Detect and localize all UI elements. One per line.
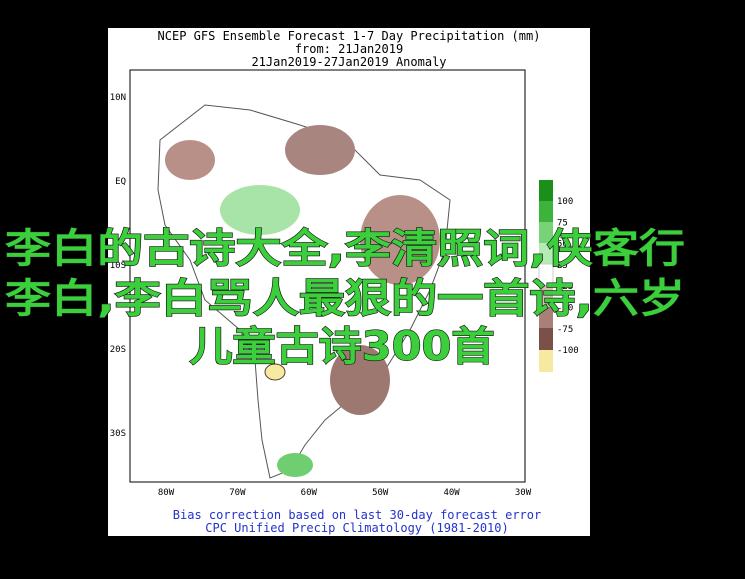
dry-area <box>165 140 215 180</box>
colorbar-label: -50 <box>557 304 573 314</box>
title-line: 21Jan2019-27Jan2019 Anomaly <box>251 55 446 69</box>
colorbar-box <box>539 307 553 328</box>
colorbar-label: -75 <box>557 325 573 335</box>
colorbar-label: 100 <box>557 197 573 207</box>
colorbar-box <box>539 180 553 201</box>
wet-area <box>220 185 300 235</box>
lon-label: 50W <box>372 488 389 498</box>
lon-label: 40W <box>443 488 460 498</box>
lon-label: 60W <box>301 488 318 498</box>
title-line: from: 21Jan2019 <box>295 42 403 56</box>
colorbar-label: 25 <box>557 261 568 271</box>
colorbar-box <box>539 222 553 243</box>
lon-label: 70W <box>229 488 246 498</box>
lat-label: 30S <box>110 429 126 439</box>
lat-label: EQ <box>115 177 126 187</box>
lat-label: 20S <box>110 345 126 355</box>
overlay-text: 儿童古诗300首 <box>190 324 495 370</box>
lon-label: 80W <box>158 488 175 498</box>
colorbar-label: -25 <box>557 282 573 292</box>
colorbar <box>538 180 554 372</box>
colorbar-box <box>539 350 553 372</box>
map-shapes <box>157 104 451 479</box>
overlay-text: 李白,李白骂人最狠的一首诗,六岁 <box>5 276 685 322</box>
colorbar-box <box>539 201 553 222</box>
footer-line: CPC Unified Precip Climatology (1981-201… <box>205 521 508 535</box>
colorbar-label: -100 <box>557 346 579 356</box>
dry-area <box>330 345 390 415</box>
colorbar-label: 50 <box>557 240 568 250</box>
overlay-text: 李白的古诗大全,李清照词,侠客行 <box>5 226 685 272</box>
lon-label: 30W <box>515 488 532 498</box>
lat-label: 10N <box>110 93 126 103</box>
wet-area <box>277 453 313 477</box>
dry-area <box>264 363 286 381</box>
colorbar-box <box>539 328 553 350</box>
dry-area <box>285 125 355 175</box>
lat-label: 10S <box>110 261 126 271</box>
colorbar-box <box>539 243 553 264</box>
colorbar-label: 75 <box>557 218 568 228</box>
title-line: NCEP GFS Ensemble Forecast 1-7 Day Preci… <box>158 29 541 43</box>
footer-line: Bias correction based on last 30-day for… <box>173 508 541 522</box>
colorbar-box <box>539 286 553 307</box>
dry-area <box>360 195 440 285</box>
